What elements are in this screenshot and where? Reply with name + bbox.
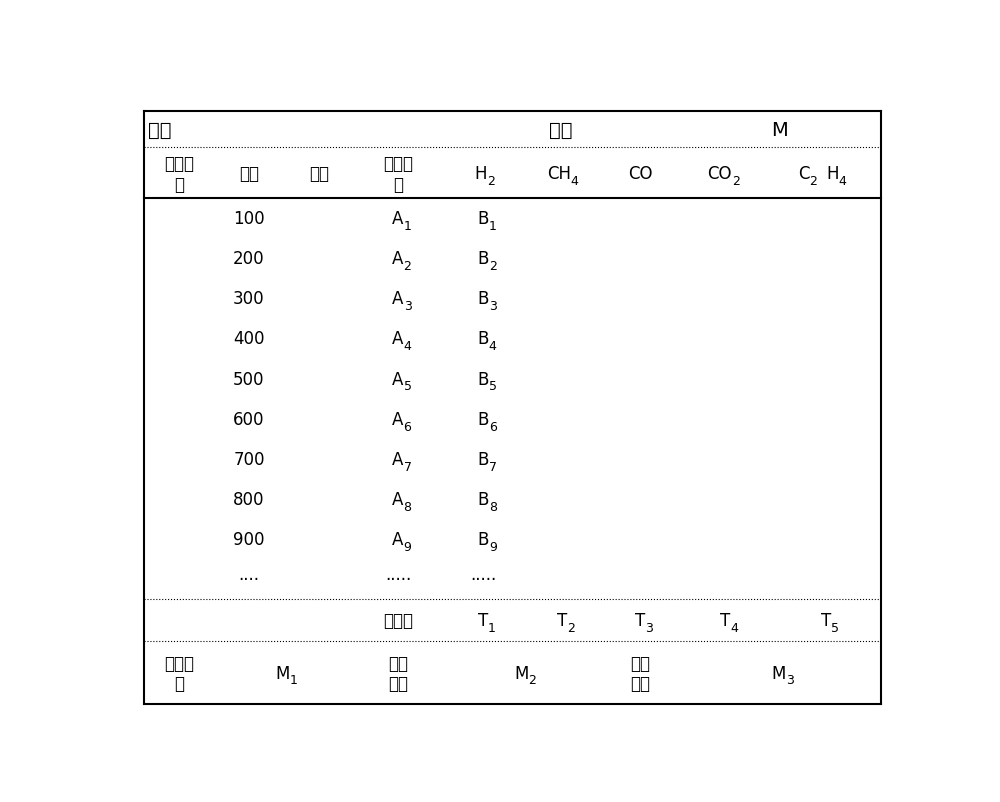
Text: ·····: ····· [470, 570, 497, 589]
Text: A: A [392, 330, 404, 348]
Text: A: A [392, 210, 404, 228]
Text: A: A [392, 490, 404, 508]
Text: 气体: 气体 [630, 654, 650, 672]
Text: 4: 4 [404, 340, 411, 353]
Text: 日期: 日期 [148, 120, 172, 140]
Text: 产量: 产量 [388, 674, 408, 693]
Text: 3: 3 [404, 300, 411, 313]
Text: T: T [478, 611, 488, 630]
Text: 100: 100 [233, 210, 265, 228]
Text: B: B [477, 210, 489, 228]
Text: B: B [477, 530, 489, 549]
Text: ·····: ····· [385, 570, 411, 589]
Text: 集气袋: 集气袋 [164, 155, 194, 173]
Text: 固体产: 固体产 [164, 654, 194, 672]
Text: 产量: 产量 [630, 674, 650, 693]
Text: T: T [635, 611, 645, 630]
Text: CO: CO [628, 164, 653, 183]
Text: 1: 1 [488, 621, 496, 634]
Text: CH: CH [547, 164, 571, 183]
Text: 累积流: 累积流 [383, 155, 413, 173]
Text: 8: 8 [404, 500, 412, 513]
Text: 4: 4 [730, 621, 738, 634]
Text: 2: 2 [528, 674, 536, 687]
Text: H: H [475, 164, 487, 183]
Text: T: T [557, 611, 568, 630]
Text: B: B [477, 250, 489, 268]
Text: A: A [392, 450, 404, 468]
Text: M: M [772, 120, 788, 140]
Text: B: B [477, 450, 489, 468]
Text: 液体: 液体 [388, 654, 408, 672]
Text: H: H [826, 164, 839, 183]
Text: 1: 1 [404, 220, 411, 233]
Text: B: B [477, 410, 489, 428]
Text: 8: 8 [489, 500, 497, 513]
Text: 900: 900 [233, 530, 265, 549]
Text: 7: 7 [489, 460, 497, 473]
Text: 2: 2 [809, 175, 817, 188]
Text: 800: 800 [233, 490, 265, 508]
Text: B: B [477, 370, 489, 388]
Text: 500: 500 [233, 370, 265, 388]
Text: 总产量: 总产量 [383, 611, 413, 630]
Text: 2: 2 [489, 260, 497, 273]
Text: 6: 6 [489, 420, 497, 433]
Text: ····: ···· [239, 570, 260, 589]
Text: M: M [772, 664, 786, 682]
Text: 4: 4 [489, 340, 497, 353]
Text: 600: 600 [233, 410, 265, 428]
Text: 温度: 温度 [239, 164, 259, 183]
Text: 200: 200 [233, 250, 265, 268]
Text: 300: 300 [233, 290, 265, 308]
Text: 2: 2 [732, 175, 740, 188]
Text: T: T [720, 611, 730, 630]
Text: 样品: 样品 [549, 120, 573, 140]
Text: 9: 9 [489, 541, 497, 553]
Text: 3: 3 [786, 674, 794, 687]
Text: 4: 4 [839, 175, 847, 188]
Text: B: B [477, 330, 489, 348]
Text: T: T [821, 611, 831, 630]
Text: A: A [392, 530, 404, 549]
Text: 5: 5 [489, 380, 497, 393]
Text: A: A [392, 410, 404, 428]
Text: 2: 2 [568, 621, 575, 634]
Text: 3: 3 [489, 300, 497, 313]
Text: 2: 2 [487, 175, 495, 188]
Text: A: A [392, 250, 404, 268]
Text: 量: 量 [174, 674, 184, 693]
Text: M: M [276, 664, 290, 682]
Text: 5: 5 [404, 380, 412, 393]
Text: 3: 3 [645, 621, 653, 634]
Text: A: A [392, 290, 404, 308]
Text: 时间: 时间 [309, 164, 329, 183]
Text: 9: 9 [404, 541, 411, 553]
Text: 4: 4 [571, 175, 578, 188]
Text: A: A [392, 370, 404, 388]
Text: B: B [477, 490, 489, 508]
Text: 2: 2 [404, 260, 411, 273]
Text: C: C [798, 164, 809, 183]
Text: 量: 量 [393, 176, 403, 193]
Text: 口: 口 [174, 176, 184, 193]
Text: 5: 5 [831, 621, 839, 634]
Text: 6: 6 [404, 420, 411, 433]
Text: 400: 400 [233, 330, 265, 348]
Text: CO: CO [707, 164, 732, 183]
Text: 7: 7 [404, 460, 412, 473]
Text: 1: 1 [290, 674, 298, 687]
Text: B: B [477, 290, 489, 308]
Text: 1: 1 [489, 220, 497, 233]
Text: 700: 700 [233, 450, 265, 468]
Text: M: M [514, 664, 528, 682]
